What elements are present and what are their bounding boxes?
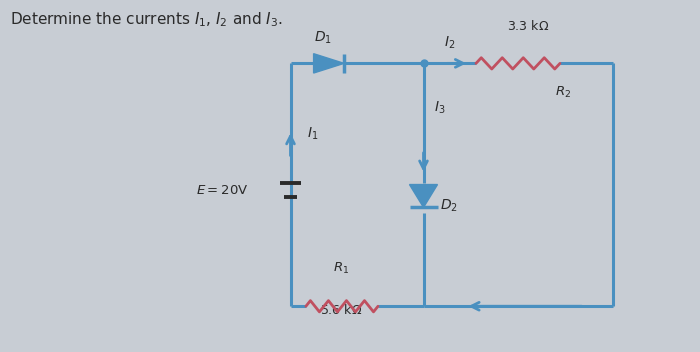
Text: Determine the currents $I_1$, $I_2$ and $I_3$.: Determine the currents $I_1$, $I_2$ and …: [10, 11, 283, 29]
Text: $E = 20\mathrm{V}$: $E = 20\mathrm{V}$: [196, 184, 248, 196]
Polygon shape: [314, 54, 344, 73]
Text: 3.3 k$\Omega$: 3.3 k$\Omega$: [508, 19, 550, 33]
Text: 5.6 k$\Omega$: 5.6 k$\Omega$: [321, 303, 363, 317]
Text: $I_3$: $I_3$: [434, 99, 445, 115]
Text: $D_2$: $D_2$: [440, 198, 458, 214]
Text: $R_2$: $R_2$: [555, 84, 572, 100]
Text: $I_1$: $I_1$: [307, 126, 318, 142]
Text: $D_1$: $D_1$: [314, 29, 332, 46]
Text: $R_1$: $R_1$: [333, 261, 350, 276]
Text: $I_2$: $I_2$: [444, 34, 456, 51]
Polygon shape: [410, 184, 438, 207]
